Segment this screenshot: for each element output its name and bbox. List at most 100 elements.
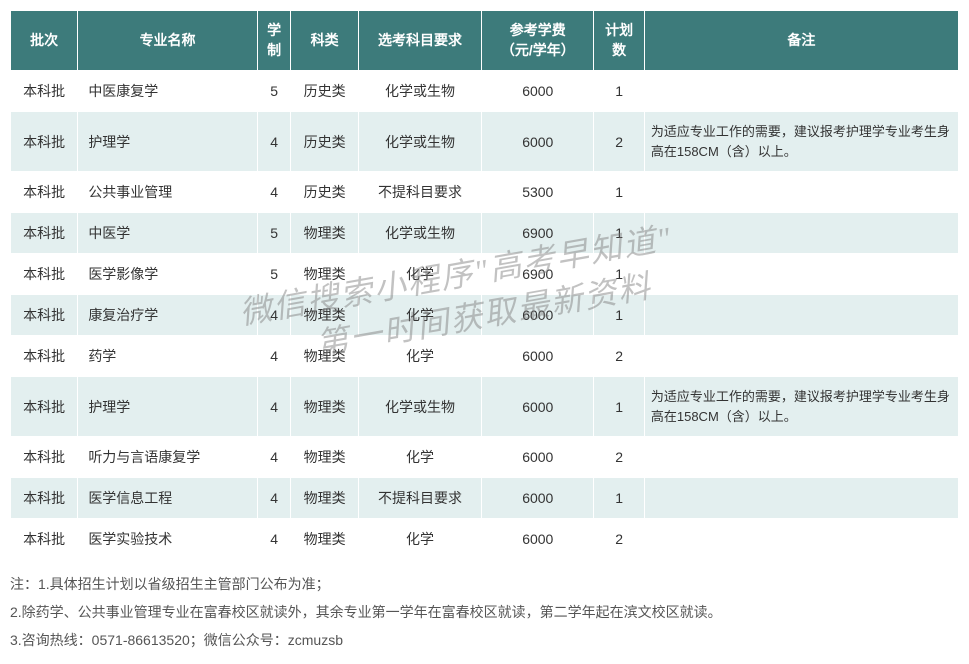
cell-fee: 6900 (482, 254, 594, 295)
cell-fee: 5300 (482, 172, 594, 213)
footnote-1: 注：1.具体招生计划以省级招生主管部门公布为准； (10, 570, 959, 598)
cell-fee: 6000 (482, 519, 594, 560)
cell-batch: 本科批 (11, 112, 78, 172)
cell-major: 中医学 (78, 213, 258, 254)
cell-plan: 1 (594, 377, 644, 437)
cell-batch: 本科批 (11, 478, 78, 519)
table-row: 本科批护理学4物理类化学或生物60001为适应专业工作的需要，建议报考护理学专业… (11, 377, 959, 437)
cell-plan: 1 (594, 71, 644, 112)
cell-major: 护理学 (78, 112, 258, 172)
table-row: 本科批公共事业管理4历史类不提科目要求53001 (11, 172, 959, 213)
cell-major: 听力与言语康复学 (78, 437, 258, 478)
table-row: 本科批药学4物理类化学60002 (11, 336, 959, 377)
cell-category: 物理类 (291, 377, 358, 437)
table-row: 本科批医学信息工程4物理类不提科目要求60001 (11, 478, 959, 519)
cell-fee: 6000 (482, 478, 594, 519)
cell-batch: 本科批 (11, 213, 78, 254)
cell-req: 化学 (358, 437, 481, 478)
cell-remark (644, 71, 958, 112)
cell-category: 物理类 (291, 437, 358, 478)
cell-remark (644, 437, 958, 478)
cell-req: 化学或生物 (358, 112, 481, 172)
cell-plan: 1 (594, 295, 644, 336)
footnote-3: 3.咨询热线：0571-86613520；微信公众号：zcmuzsb (10, 626, 959, 654)
cell-req: 不提科目要求 (358, 478, 481, 519)
col-header-remark: 备注 (644, 11, 958, 71)
cell-batch: 本科批 (11, 71, 78, 112)
cell-fee: 6000 (482, 377, 594, 437)
cell-category: 物理类 (291, 213, 358, 254)
col-header-fee: 参考学费（元/学年） (482, 11, 594, 71)
cell-years: 4 (257, 295, 291, 336)
cell-years: 4 (257, 172, 291, 213)
cell-major: 康复治疗学 (78, 295, 258, 336)
cell-remark (644, 478, 958, 519)
col-header-category: 科类 (291, 11, 358, 71)
admissions-table-wrap: 批次专业名称学制科类选考科目要求参考学费（元/学年）计划数备注 本科批中医康复学… (10, 10, 959, 560)
cell-years: 5 (257, 254, 291, 295)
cell-plan: 2 (594, 437, 644, 478)
table-row: 本科批中医学5物理类化学或生物69001 (11, 213, 959, 254)
table-row: 本科批医学实验技术4物理类化学60002 (11, 519, 959, 560)
cell-plan: 2 (594, 336, 644, 377)
cell-req: 化学 (358, 519, 481, 560)
cell-remark (644, 519, 958, 560)
col-header-major: 专业名称 (78, 11, 258, 71)
cell-fee: 6000 (482, 71, 594, 112)
cell-batch: 本科批 (11, 172, 78, 213)
cell-years: 5 (257, 71, 291, 112)
cell-major: 医学影像学 (78, 254, 258, 295)
col-header-years: 学制 (257, 11, 291, 71)
cell-plan: 1 (594, 213, 644, 254)
cell-category: 物理类 (291, 295, 358, 336)
table-row: 本科批护理学4历史类化学或生物60002为适应专业工作的需要，建议报考护理学专业… (11, 112, 959, 172)
cell-plan: 1 (594, 478, 644, 519)
cell-major: 中医康复学 (78, 71, 258, 112)
cell-req: 化学或生物 (358, 213, 481, 254)
col-header-batch: 批次 (11, 11, 78, 71)
cell-category: 物理类 (291, 519, 358, 560)
cell-years: 4 (257, 519, 291, 560)
footnote-2: 2.除药学、公共事业管理专业在富春校区就读外，其余专业第一学年在富春校区就读，第… (10, 598, 959, 626)
cell-years: 5 (257, 213, 291, 254)
cell-remark (644, 295, 958, 336)
cell-remark (644, 336, 958, 377)
cell-req: 化学 (358, 336, 481, 377)
cell-batch: 本科批 (11, 437, 78, 478)
cell-major: 医学信息工程 (78, 478, 258, 519)
cell-req: 不提科目要求 (358, 172, 481, 213)
cell-batch: 本科批 (11, 254, 78, 295)
cell-fee: 6000 (482, 112, 594, 172)
cell-remark: 为适应专业工作的需要，建议报考护理学专业考生身高在158CM（含）以上。 (644, 112, 958, 172)
table-row: 本科批康复治疗学4物理类化学60001 (11, 295, 959, 336)
table-row: 本科批听力与言语康复学4物理类化学60002 (11, 437, 959, 478)
cell-batch: 本科批 (11, 377, 78, 437)
table-header-row: 批次专业名称学制科类选考科目要求参考学费（元/学年）计划数备注 (11, 11, 959, 71)
cell-category: 历史类 (291, 172, 358, 213)
cell-major: 护理学 (78, 377, 258, 437)
cell-req: 化学或生物 (358, 377, 481, 437)
cell-years: 4 (257, 112, 291, 172)
cell-remark (644, 172, 958, 213)
cell-major: 医学实验技术 (78, 519, 258, 560)
cell-years: 4 (257, 336, 291, 377)
cell-years: 4 (257, 377, 291, 437)
cell-years: 4 (257, 437, 291, 478)
cell-fee: 6000 (482, 437, 594, 478)
cell-fee: 6000 (482, 336, 594, 377)
cell-fee: 6900 (482, 213, 594, 254)
cell-batch: 本科批 (11, 336, 78, 377)
cell-years: 4 (257, 478, 291, 519)
cell-category: 历史类 (291, 71, 358, 112)
cell-category: 历史类 (291, 112, 358, 172)
cell-category: 物理类 (291, 254, 358, 295)
table-row: 本科批医学影像学5物理类化学69001 (11, 254, 959, 295)
admissions-table: 批次专业名称学制科类选考科目要求参考学费（元/学年）计划数备注 本科批中医康复学… (10, 10, 959, 560)
cell-plan: 2 (594, 112, 644, 172)
cell-plan: 2 (594, 519, 644, 560)
footnotes: 注：1.具体招生计划以省级招生主管部门公布为准； 2.除药学、公共事业管理专业在… (10, 570, 959, 654)
cell-batch: 本科批 (11, 519, 78, 560)
cell-fee: 6000 (482, 295, 594, 336)
col-header-plan: 计划数 (594, 11, 644, 71)
cell-category: 物理类 (291, 336, 358, 377)
